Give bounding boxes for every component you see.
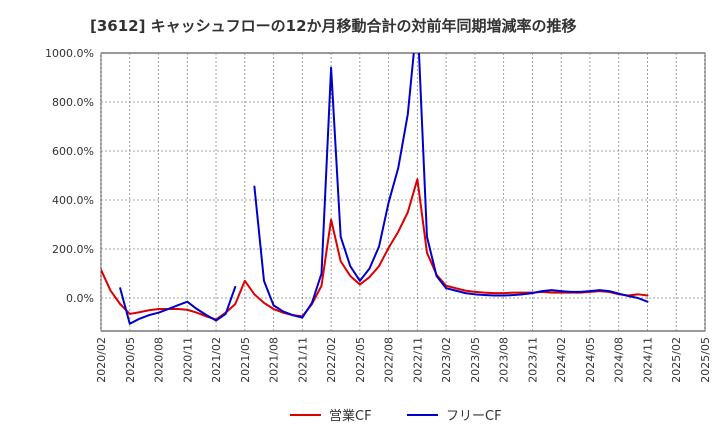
y-tick-label: 800.0% [52,96,94,109]
x-tick-label: 2024/11 [641,337,654,383]
series-line-free-cf [119,285,237,325]
x-tick-label: 2021/08 [268,337,281,383]
x-tick-label: 2020/08 [153,337,166,383]
y-tick-label: 200.0% [52,243,94,256]
x-tick-label: 2020/02 [95,337,108,383]
legend-label-operating-cf: 営業CF [329,408,372,424]
x-axis-ticks: 2020/02 2020/05 2020/08 2020/11 2021/02 2021/… [95,337,712,383]
x-tick-label: 2025/02 [670,337,683,383]
series-line-operating-cf [101,178,649,321]
x-tick-label: 2023/11 [526,337,539,383]
y-tick-label: 400.0% [52,194,94,207]
y-tick-label: 0.0% [66,292,94,305]
x-tick-label: 2025/05 [699,337,712,383]
y-tick-label: 1000.0% [45,47,94,60]
x-tick-label: 2021/02 [210,337,223,383]
series-line-free-cf [253,53,649,319]
legend: 営業CF フリーCF [290,408,502,424]
x-tick-label: 2020/05 [124,337,137,383]
chart-title: [3612] キャッシュフローの12か月移動合計の対前年同期増減率の推移 [90,17,577,35]
x-tick-label: 2024/08 [613,337,626,383]
horizontal-gridlines [101,101,705,299]
x-tick-label: 2024/02 [555,337,568,383]
x-tick-label: 2022/08 [383,337,396,383]
x-tick-label: 2022/02 [325,337,338,383]
x-tick-label: 2021/05 [239,337,252,383]
x-tick-label: 2024/05 [584,337,597,383]
x-tick-label: 2021/11 [296,337,309,383]
x-tick-label: 2023/08 [498,337,511,383]
x-tick-label: 2020/11 [181,337,194,383]
x-tick-label: 2022/11 [411,337,424,383]
series-layer [101,53,649,325]
plot-area [100,52,706,332]
x-tick-label: 2022/05 [354,337,367,383]
x-tick-label: 2023/05 [469,337,482,383]
y-tick-label: 600.0% [52,145,94,158]
legend-label-free-cf: フリーCF [446,409,502,424]
x-tick-label: 2023/02 [440,337,453,383]
y-axis-ticks: 0.0% 200.0% 400.0% 600.0% 800.0% 1000.0% [45,47,94,305]
